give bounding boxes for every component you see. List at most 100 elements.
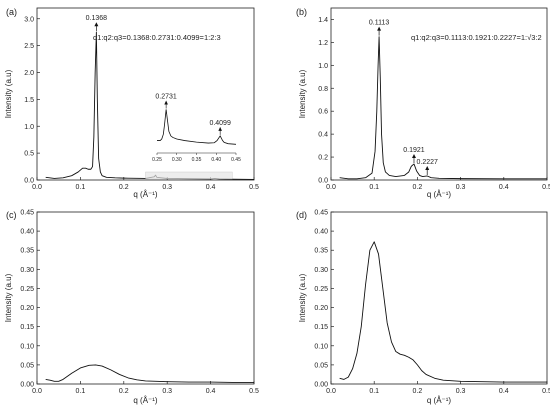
y-tick-label: 0.45 bbox=[20, 210, 34, 217]
x-tick-label: 0.3 bbox=[456, 184, 466, 191]
panel-label: (d) bbox=[296, 210, 307, 220]
plot-frame bbox=[36, 7, 255, 181]
x-tick-label: 0.4 bbox=[206, 388, 216, 395]
y-tick-label: 0.5 bbox=[24, 151, 34, 158]
x-tick-label: 0.5 bbox=[542, 184, 550, 191]
y-tick-label: 0.25 bbox=[314, 286, 328, 293]
peak-label: 0.2227 bbox=[416, 159, 438, 166]
y-tick-label: 0.2 bbox=[318, 155, 328, 162]
y-tick-label: 0.00 bbox=[314, 382, 328, 389]
peak-label: 0.1113 bbox=[369, 20, 389, 27]
y-tick-label: 0.10 bbox=[20, 343, 34, 350]
y-tick-label: 0.40 bbox=[314, 229, 328, 236]
peak-arrowhead bbox=[425, 165, 430, 170]
y-tick-label: 0.05 bbox=[314, 362, 328, 369]
y-tick-label: 0.35 bbox=[314, 248, 328, 255]
inset-peak-arrowhead bbox=[164, 100, 168, 105]
y-tick-label: 1.0 bbox=[24, 124, 34, 131]
series-line bbox=[339, 241, 547, 383]
x-tick-label: 0.4 bbox=[499, 388, 509, 395]
plot-frame bbox=[36, 211, 255, 385]
y-tick-label: 0.0 bbox=[318, 178, 328, 185]
plot-frame bbox=[330, 7, 548, 181]
inset-x-tick-label: 0.35 bbox=[192, 157, 202, 163]
chart-panel-d: (d) 0.0 0.1 0.2 0.3 0.4 0.5 0.00 0.05 0.10 0.15 0.2… bbox=[296, 210, 550, 406]
x-tick-label: 0.5 bbox=[249, 388, 259, 395]
inset-peak-arrowhead bbox=[218, 126, 222, 131]
x-tick-label: 0.1 bbox=[76, 388, 86, 395]
series-line bbox=[339, 36, 547, 180]
y-tick-label: 0.35 bbox=[20, 248, 34, 255]
y-tick-label: 0.4 bbox=[318, 132, 328, 139]
x-tick-label: 0.3 bbox=[456, 388, 466, 395]
x-tick-label: 0.2 bbox=[119, 184, 129, 191]
panel-label: (b) bbox=[296, 7, 307, 17]
y-tick-label: 2.0 bbox=[24, 70, 34, 77]
peak-arrowhead bbox=[94, 22, 99, 27]
y-tick-label: 0.15 bbox=[314, 324, 328, 331]
chart-panel-a: (a) 0.0 0.1 0.2 0.3 0.4 0.5 0.0 0.5 1.0 1.5 2.0 2.5 3… bbox=[4, 7, 259, 199]
x-tick-label: 0.2 bbox=[413, 184, 423, 191]
y-tick-label: 0.8 bbox=[318, 86, 328, 93]
series-line bbox=[45, 364, 254, 383]
x-axis-label: q (Å⁻¹) bbox=[427, 190, 452, 199]
x-tick-label: 0.4 bbox=[499, 184, 509, 191]
y-tick-label: 0.25 bbox=[20, 286, 34, 293]
inset-x-tick-label: 0.40 bbox=[211, 157, 221, 163]
y-tick-label: 0.30 bbox=[314, 267, 328, 274]
ratio-annotation: q1:q2:q3=0.1113:0.1921:0.2227=1:√3:2 bbox=[411, 33, 542, 42]
y-tick-label: 1.0 bbox=[318, 63, 328, 70]
y-axis-label: Intensity (a.u) bbox=[4, 69, 13, 118]
peak-label: 0.1921 bbox=[403, 147, 425, 154]
y-tick-label: 0.10 bbox=[314, 343, 328, 350]
ratio-annotation: q1:q2:q3=0.1368:0.2731:0.4099=1:2:3 bbox=[93, 33, 221, 42]
x-tick-label: 0.3 bbox=[162, 388, 172, 395]
y-tick-label: 0.15 bbox=[20, 324, 34, 331]
y-tick-label: 0.20 bbox=[20, 305, 34, 312]
x-axis-label: q (Å⁻¹) bbox=[427, 396, 452, 405]
y-axis-label: Intensity (a.u) bbox=[4, 273, 13, 322]
y-tick-label: 2.5 bbox=[24, 43, 34, 50]
y-tick-label: 0.30 bbox=[20, 267, 34, 274]
x-tick-label: 0.5 bbox=[249, 184, 259, 191]
inset-series-line bbox=[157, 109, 237, 145]
x-tick-label: 0.5 bbox=[542, 388, 550, 395]
panel-label: (a) bbox=[6, 7, 17, 17]
x-tick-label: 0.2 bbox=[413, 388, 423, 395]
x-tick-label: 0.0 bbox=[32, 184, 42, 191]
inset-x-tick-label: 0.25 bbox=[152, 157, 162, 163]
x-axis-label: q (Å⁻¹) bbox=[133, 396, 158, 405]
x-tick-label: 0.1 bbox=[76, 184, 86, 191]
panel-label: (c) bbox=[6, 210, 17, 220]
inset-x-tick-label: 0.45 bbox=[231, 157, 241, 163]
x-tick-label: 0.0 bbox=[326, 184, 336, 191]
y-tick-label: 3.0 bbox=[24, 16, 34, 23]
y-tick-label: 0.20 bbox=[314, 305, 328, 312]
inset-peak-label: 0.2731 bbox=[155, 93, 177, 100]
plot-frame bbox=[330, 211, 548, 385]
y-tick-label: 0.0 bbox=[24, 178, 34, 185]
x-tick-label: 0.3 bbox=[162, 184, 172, 191]
y-axis-label: Intensity (a.u) bbox=[298, 273, 307, 322]
x-tick-label: 0.0 bbox=[32, 388, 42, 395]
inset-x-tick-label: 0.30 bbox=[172, 157, 182, 163]
x-tick-label: 0.4 bbox=[206, 184, 216, 191]
x-tick-label: 0.0 bbox=[326, 388, 336, 395]
x-tick-label: 0.1 bbox=[369, 184, 379, 191]
y-tick-label: 0.6 bbox=[318, 109, 328, 116]
x-tick-label: 0.1 bbox=[369, 388, 379, 395]
y-tick-label: 0.45 bbox=[314, 210, 328, 217]
inset-zoom-region bbox=[145, 171, 233, 180]
peak-arrowhead bbox=[411, 153, 416, 158]
chart-panel-c: (c) 0.0 0.1 0.2 0.3 0.4 0.5 0.00 0.05 0.10 0.15 0.2… bbox=[4, 210, 259, 406]
y-tick-label: 0.05 bbox=[20, 362, 34, 369]
y-tick-label: 0.00 bbox=[20, 382, 34, 389]
chart-panel-b: (b) 0.0 0.1 0.2 0.3 0.4 0.5 0.0 0.2 0.4 0.6 0.8 1.0 1… bbox=[296, 7, 550, 199]
series-line bbox=[45, 31, 255, 180]
y-tick-label: 1.5 bbox=[24, 97, 34, 104]
y-tick-label: 0.40 bbox=[20, 229, 34, 236]
inset-peak-label: 0.4099 bbox=[209, 120, 231, 127]
x-axis-label: q (Å⁻¹) bbox=[133, 190, 158, 199]
y-tick-label: 1.4 bbox=[318, 17, 328, 24]
